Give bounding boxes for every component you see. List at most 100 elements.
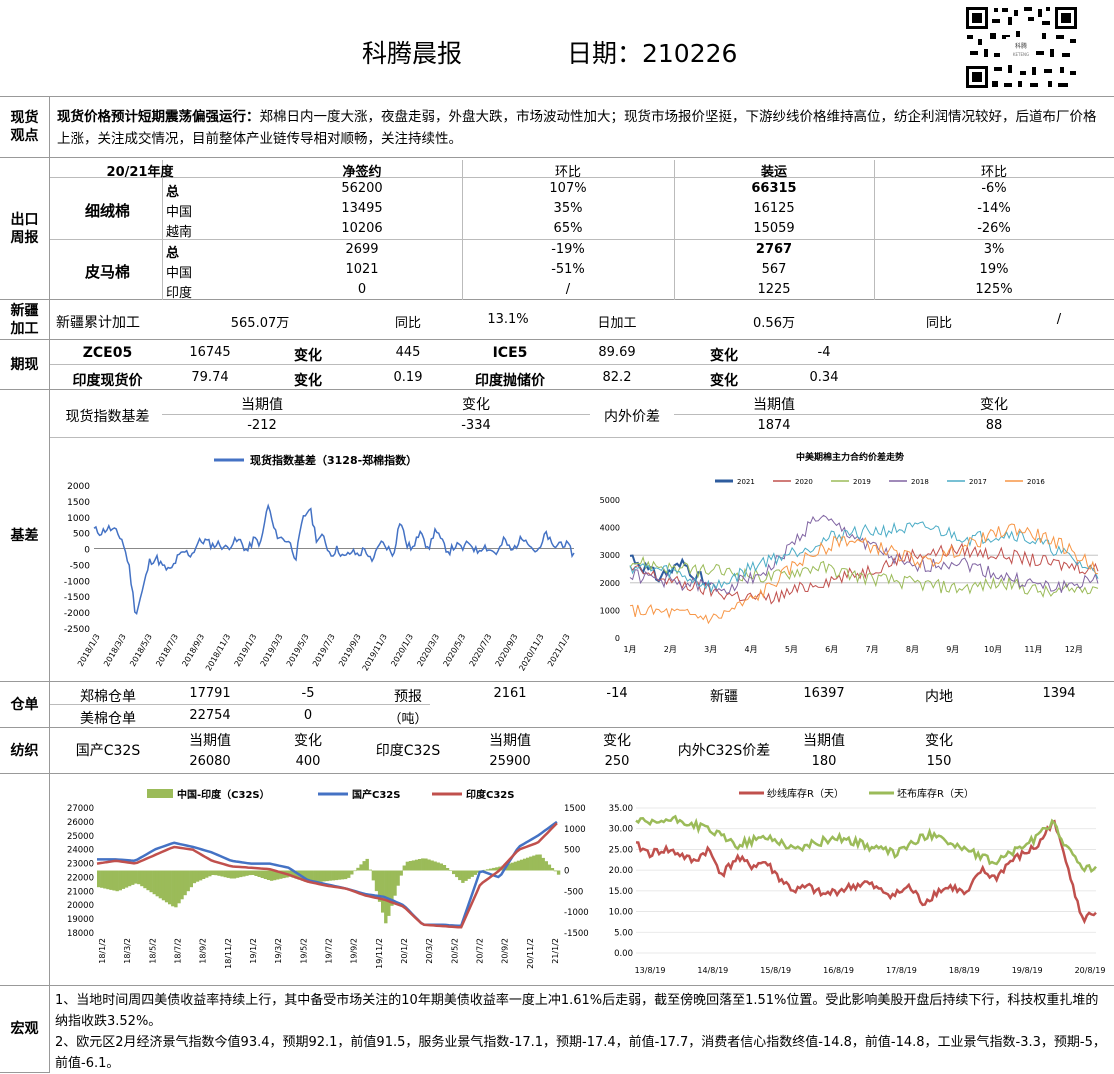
bar [548,865,551,871]
bar [554,871,557,872]
bar [146,871,149,891]
bar [214,871,217,876]
table-cell: 79.74 [160,370,260,385]
bar [511,863,514,871]
y2-tick-label: 500 [564,846,580,856]
table-cell: （吨） [356,708,460,727]
y-tick-label: 0.00 [614,949,633,959]
bar [242,871,245,877]
export-header-net: 净签约 [262,161,462,180]
table-cell: 当期值 [160,730,260,750]
bar [190,871,193,888]
bar [180,871,183,900]
table-cell: 内地 [874,686,1004,706]
table-cell: 13495 [262,201,462,216]
bar [452,871,455,875]
basis-current-value: -212 [162,418,362,433]
y-tick-label: 1500 [67,498,90,508]
basis-chart: 现货指数基差（3128-郑棉指数）2000150010005000-500-10… [52,440,582,680]
basis-change-value: -334 [362,418,590,433]
y-tick-label: 26000 [67,818,94,828]
bar [332,871,335,881]
section-futures-label: 期现 [7,356,43,374]
x-tick-label: 2019/3/3 [259,633,285,669]
x-tick-label: 2019/7/3 [311,633,337,669]
y-tick-label: 30.00 [609,825,633,835]
section-charts-2 [0,774,50,986]
y-tick-label: 21000 [67,887,94,897]
divider [50,364,1114,365]
bar [239,871,242,878]
bar [319,871,322,882]
table-cell: 变化 [874,730,1004,750]
y-tick-label: -500 [70,561,91,571]
y2-tick-label: 1000 [564,825,586,835]
basis-header-change: 变化 [362,394,590,414]
bar [202,871,205,880]
table-cell: 内外C32S价差 [674,740,774,760]
x-tick-label: 4月 [744,645,757,654]
chart-title: 中美期棉主力合约价差走势 [796,451,904,463]
table-row-label: 中国 [166,262,192,281]
x-tick-label: 20/5/2 [450,938,459,964]
bar [387,871,390,916]
x-tick-label: 20/3/2 [425,938,434,964]
export-header-ship: 装运 [674,161,874,180]
legend-label: 现货指数基差（3128-郑棉指数） [250,453,417,467]
xinjiang-yoy2-value: / [1004,312,1114,327]
bar [529,857,532,871]
bar [236,871,239,878]
y-tick-label: 23000 [67,860,94,870]
spread-header-current: 当期值 [674,394,874,414]
table-cell: 125% [874,282,1114,297]
table-cell: 郑棉仓单 [56,686,160,706]
bar [347,871,350,878]
bar [492,868,495,871]
y-tick-label: 35.00 [609,804,633,814]
y2-tick-label: -1000 [564,908,589,918]
svg-text:KETENG: KETENG [1013,52,1029,57]
x-tick-label: 18/11/2 [224,938,233,969]
table-cell: 2699 [262,242,462,257]
x-tick-label: 18/1/2 [98,938,107,964]
table-cell: 445 [356,345,460,360]
spread-current-value: 1874 [674,418,874,433]
section-textile-label: 纺织 [7,742,43,760]
section-view: 现货观点 [0,96,50,158]
table-row-label: 总 [166,181,179,200]
bar [421,858,424,870]
divider [674,414,1114,415]
y-tick-label: -2500 [64,625,90,635]
xinjiang-yoy-label: 同比 [360,312,456,331]
bar [205,871,208,878]
bar [270,871,273,881]
bar [248,871,251,876]
y-tick-label: 27000 [67,804,94,814]
section-xinjiang-label: 新疆加工 [7,302,43,338]
report-date: 日期：210226 [567,34,737,70]
x-tick-label: 2018/7/3 [154,633,180,669]
table-cell: -14% [874,201,1114,216]
table-cell: 3% [874,242,1114,257]
bar [366,859,369,871]
bar [168,871,171,905]
table-cell: 变化 [560,730,674,750]
bar [329,871,332,881]
x-tick-label: 14/8/19 [697,966,728,975]
bar [196,871,199,882]
bar [520,860,523,871]
x-tick-label: 17/8/19 [886,966,917,975]
divider [50,299,1114,300]
x-tick-label: 5月 [785,645,798,654]
table-cell: 当期值 [460,730,560,750]
section-macro: 宏观 [0,986,50,1073]
x-tick-label: 2020/7/3 [468,633,494,669]
table-cell: 2767 [674,242,874,257]
y-tick-label: 20.00 [609,866,633,876]
bar [338,871,341,880]
y-tick-label: 15.00 [609,887,633,897]
bar [140,871,143,887]
